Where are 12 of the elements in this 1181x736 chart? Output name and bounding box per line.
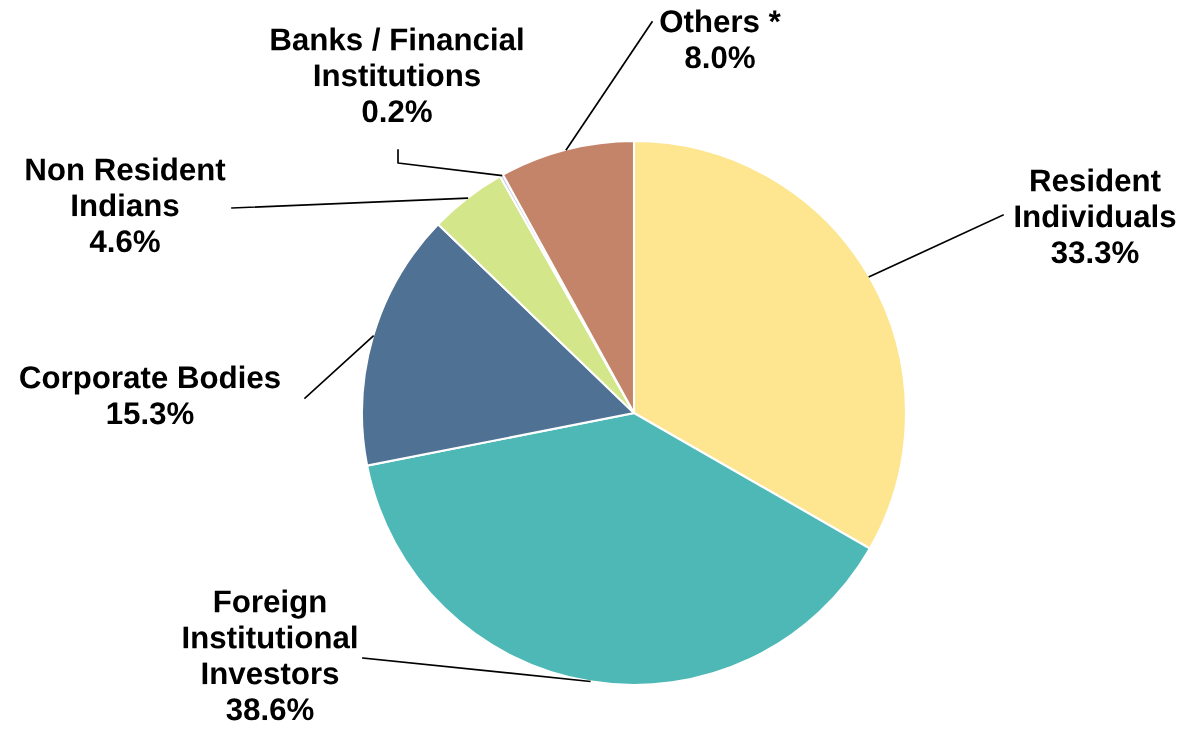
slice-label: Non Resident Indians (26, 157, 226, 217)
slice-label: Others * (660, 9, 781, 33)
slice-label: Foreign Institutional Investors (183, 589, 357, 685)
data-label: 4.6% (89, 230, 160, 253)
data-label: 0.2% (362, 100, 432, 123)
data-label: 33.3% (1051, 241, 1139, 264)
slice-label: Corporate Bodies (20, 365, 280, 395)
data-label: 15.3% (107, 402, 194, 425)
data-label: 8.0% (685, 46, 755, 69)
slice-label: Resident Individuals (1015, 168, 1176, 228)
data-label: 38.6% (226, 698, 314, 721)
slice-label: Banks / Financial Institutions (271, 27, 523, 87)
